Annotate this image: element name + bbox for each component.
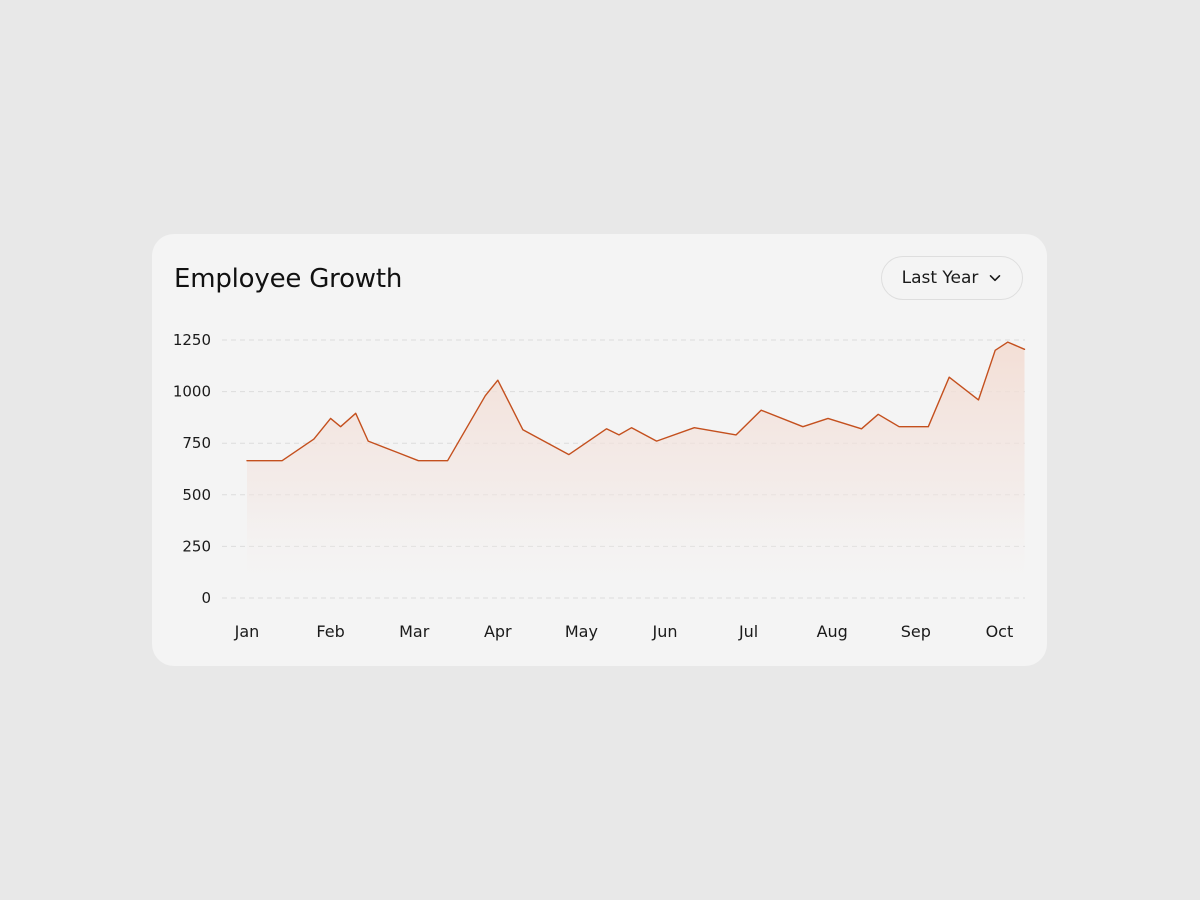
- employee-growth-card: 0 250 500 750 1000 1250 Jan Feb Mar Apr May Jun Jul…: [152, 234, 1047, 666]
- y-tick-label: 500: [182, 486, 211, 504]
- x-tick-label: May: [565, 622, 598, 641]
- chart-title: Employee Growth: [174, 264, 403, 294]
- y-tick-label: 1250: [173, 331, 211, 349]
- x-tick-label: Sep: [901, 622, 931, 641]
- time-range-label: Last Year: [901, 268, 979, 288]
- y-tick-label: 1000: [173, 383, 211, 401]
- x-tick-label: Apr: [484, 622, 512, 641]
- series-line: [246, 341, 1026, 462]
- time-range-dropdown[interactable]: Last Year: [881, 256, 1023, 300]
- x-tick-label: Aug: [817, 622, 848, 641]
- area-layer: [246, 341, 1026, 598]
- x-tick-label: Jan: [234, 622, 260, 641]
- x-tick-label: Jul: [738, 622, 758, 641]
- x-tick-label: Feb: [316, 622, 344, 641]
- series-area-fill: [247, 342, 1025, 598]
- employee-growth-chart: 0 250 500 750 1000 1250 Jan Feb Mar Apr May Jun Jul…: [173, 331, 1026, 641]
- y-tick-label: 0: [201, 589, 211, 607]
- y-tick-label: 750: [182, 434, 211, 452]
- x-tick-label: Mar: [399, 622, 430, 641]
- y-tick-label: 250: [182, 537, 211, 555]
- x-axis: Jan Feb Mar Apr May Jun Jul Aug Sep Oct: [234, 622, 1014, 641]
- y-axis: 0 250 500 750 1000 1250: [173, 331, 211, 607]
- x-tick-label: Jun: [652, 622, 678, 641]
- x-tick-label: Oct: [986, 622, 1014, 641]
- chevron-down-icon: [990, 275, 1001, 282]
